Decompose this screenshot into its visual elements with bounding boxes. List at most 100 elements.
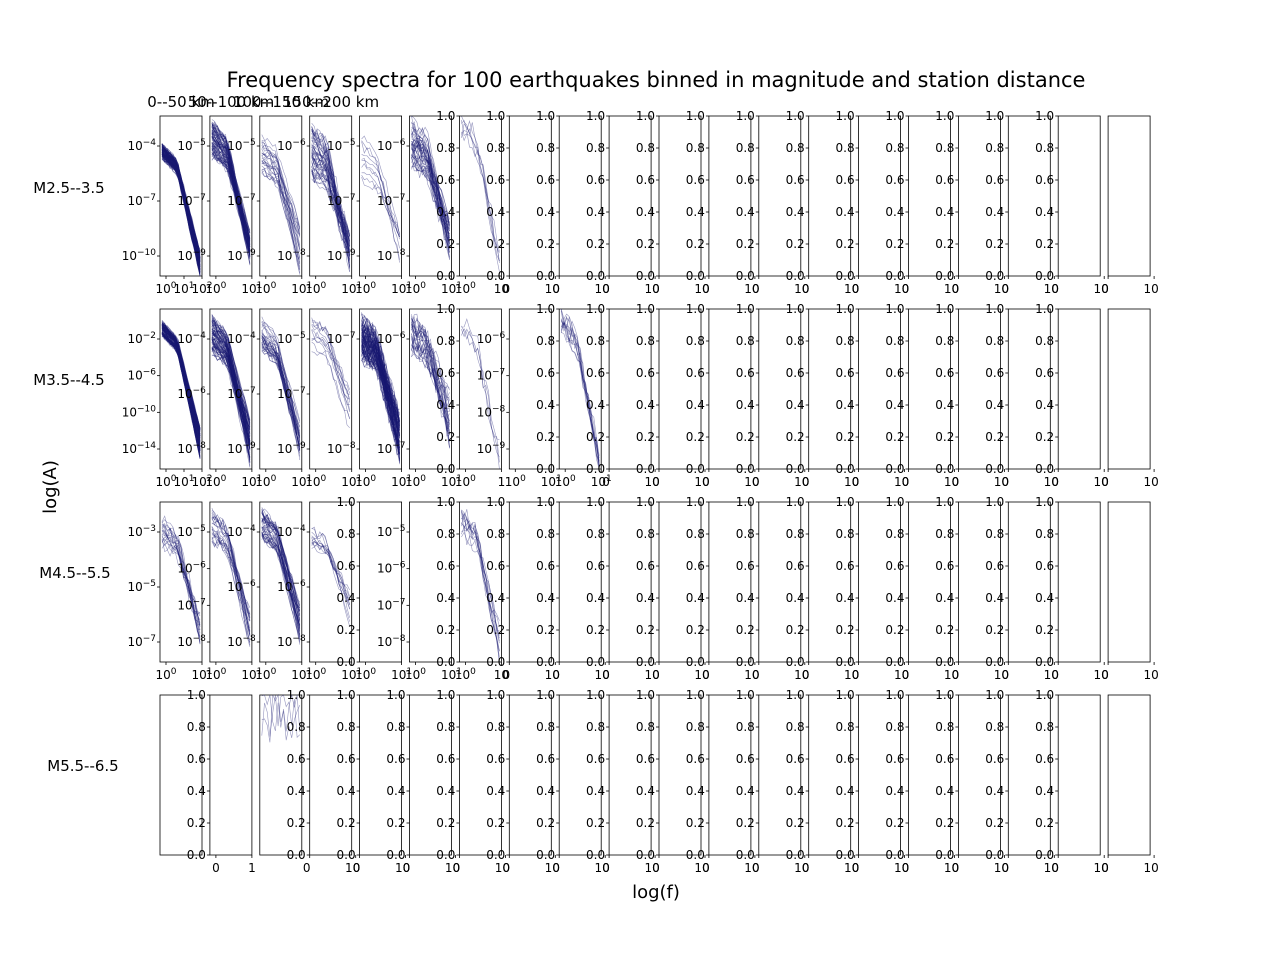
panel-frame <box>808 308 852 470</box>
spectrum-line <box>261 535 301 603</box>
spectrum-line <box>161 326 201 456</box>
spectra-curves <box>211 119 251 266</box>
y-tick-label: 0.6 <box>885 752 904 766</box>
spectrum-line <box>211 124 251 260</box>
panel-r3-c5: 0.00.20.40.60.81.00 10 <box>386 688 460 875</box>
y-tick-label: 1.0 <box>636 109 655 123</box>
spectrum-line <box>161 538 201 638</box>
x-tick-label: 0 <box>1001 475 1009 489</box>
spectrum-line <box>411 143 450 235</box>
spectrum-line <box>411 319 450 394</box>
y-tick-label: 0.8 <box>885 527 904 541</box>
spectrum-line <box>161 522 201 617</box>
spectrum-line <box>261 321 301 446</box>
y-tick-label: 0.4 <box>486 784 505 798</box>
spectrum-line <box>461 328 500 458</box>
spectrum-line <box>161 146 201 266</box>
y-tick-label: 0.0 <box>736 655 755 669</box>
y-tick-label: 0.8 <box>985 334 1004 348</box>
spectrum-line <box>411 339 450 430</box>
y-tick-label: 0.4 <box>836 591 855 605</box>
spectrum-line <box>161 327 201 430</box>
y-tick-label: 0.6 <box>935 366 954 380</box>
spectrum-line <box>211 130 251 247</box>
x-tick-label: 0 <box>652 282 660 296</box>
y-tick-label: 0.4 <box>836 784 855 798</box>
spectrum-line <box>211 338 251 429</box>
spectrum-line <box>211 131 251 242</box>
spectrum-line <box>211 319 251 443</box>
spectrum-line <box>361 335 400 456</box>
x-tick-label: 0 <box>902 475 910 489</box>
spectrum-line <box>311 536 350 622</box>
x-tick-label: 10 <box>445 861 460 875</box>
y-tick-label: 0.6 <box>786 366 805 380</box>
row-label-0: M2.5--3.5 <box>33 179 104 197</box>
spectrum-line <box>161 149 201 268</box>
spectrum-line <box>311 140 350 254</box>
spectrum-line <box>311 137 350 251</box>
panel-frame <box>259 501 303 663</box>
spectrum-line <box>261 346 301 461</box>
spectrum-line <box>311 146 350 251</box>
spectrum-line <box>261 326 301 451</box>
panel-frame <box>658 115 702 277</box>
spectrum-line <box>161 334 201 459</box>
spectrum-line <box>261 316 301 447</box>
spectrum-line <box>311 541 350 601</box>
spectrum-line <box>211 146 251 253</box>
spectrum-line <box>261 343 301 436</box>
spectrum-line <box>161 326 201 451</box>
y-tick-label: 1.0 <box>985 109 1004 123</box>
panel-r2-c19: 0 10 <box>1101 501 1159 682</box>
x-tick-label: 0 <box>752 668 760 682</box>
spectrum-line <box>211 514 251 633</box>
spectrum-line <box>161 144 201 258</box>
spectrum-line <box>261 161 301 273</box>
spectrum-line <box>261 512 301 617</box>
spectrum-line <box>261 335 301 451</box>
spectrum-line <box>161 322 201 443</box>
y-tick-label: 0.4 <box>885 591 904 605</box>
panel-frame <box>758 694 802 856</box>
y-tick-label: 0.6 <box>436 559 455 573</box>
spectrum-line <box>261 142 301 246</box>
y-tick-label: 0.4 <box>885 398 904 412</box>
spectrum-line <box>361 135 400 237</box>
spectrum-line <box>161 332 201 443</box>
panel-r2-c13: 0.00.20.40.60.81.00 10 <box>786 495 860 682</box>
spectrum-line <box>211 338 251 427</box>
spectrum-line <box>211 322 251 425</box>
y-tick-label: 0.6 <box>935 173 954 187</box>
y-tick-label: 0.8 <box>586 334 605 348</box>
spectrum-line <box>211 133 251 241</box>
spectrum-line <box>161 147 201 260</box>
spectrum-line <box>311 526 350 610</box>
y-tick-label: 1.0 <box>836 109 855 123</box>
spectrum-line <box>261 332 301 442</box>
spectrum-line <box>161 326 201 429</box>
y-tick-label: 1.0 <box>1035 109 1054 123</box>
x-tick-label: 0 <box>1001 668 1009 682</box>
panel-frame <box>908 308 951 470</box>
spectrum-line <box>211 134 251 265</box>
spectrum-line <box>161 333 201 442</box>
y-tick-label: 0.2 <box>486 237 505 251</box>
panel-frame <box>1057 694 1101 856</box>
y-tick-label: 0.2 <box>337 623 356 637</box>
panel-frame <box>458 115 502 277</box>
spectrum-line <box>211 534 251 608</box>
spectrum-line <box>161 154 201 250</box>
y-tick-label: 0.6 <box>436 173 455 187</box>
spectrum-line <box>161 324 201 430</box>
spectrum-line <box>161 150 201 276</box>
spectrum-line <box>161 150 201 265</box>
spectrum-line <box>211 330 251 457</box>
spectrum-line <box>361 320 400 416</box>
x-tick-label: 0 <box>702 475 710 489</box>
y-tick-label: 0.8 <box>1035 527 1054 541</box>
panel-r0-c15: 0.00.20.40.60.81.00 10 <box>885 109 959 296</box>
spectrum-line <box>161 332 201 442</box>
x-tick-label: 10 <box>1094 282 1109 296</box>
